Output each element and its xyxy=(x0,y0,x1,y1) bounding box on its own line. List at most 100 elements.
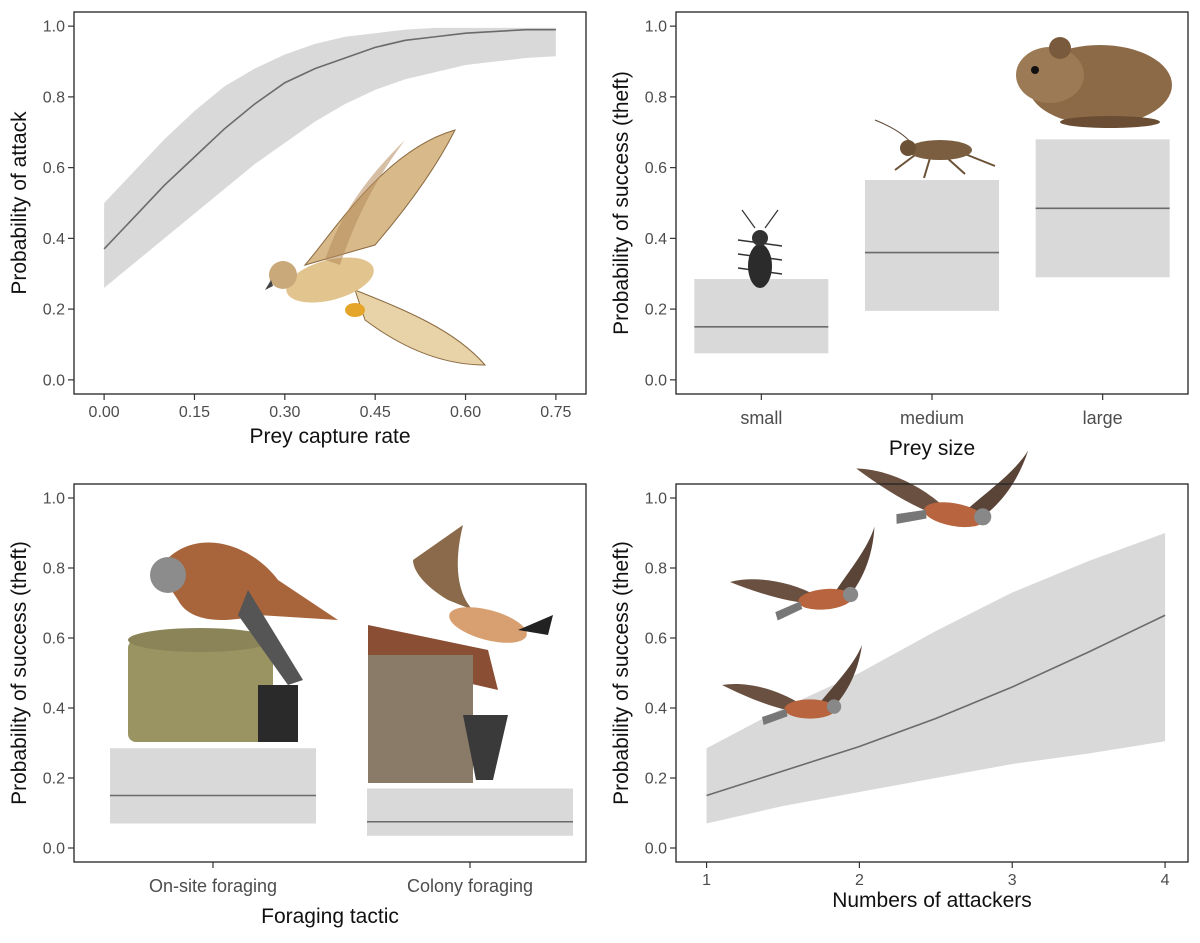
y-tick-label: 0.0 xyxy=(645,841,667,858)
x-tick-label: Colony foraging xyxy=(407,876,533,896)
foot-shape xyxy=(345,303,365,317)
body-shape xyxy=(908,140,972,160)
x-tick-label: medium xyxy=(900,408,964,428)
head-shape xyxy=(842,586,859,603)
tail-shape xyxy=(354,289,487,366)
y-tick-label: 0.8 xyxy=(43,89,65,106)
chart-prey-capture-rate: 0.0 0.2 0.4 0.6 0.8 1.0 Probability of attack P… xyxy=(8,11,587,448)
y-axis-title: Probability of success (theft) xyxy=(610,71,633,335)
x-axis-title: Prey capture rate xyxy=(249,425,410,448)
y-tick-label: 0.8 xyxy=(43,561,65,578)
wing-shape xyxy=(413,525,473,610)
wing-shape xyxy=(303,129,456,266)
ear-shape xyxy=(1049,37,1071,59)
head-shape xyxy=(269,261,297,289)
y-tick-label: 0.6 xyxy=(43,631,65,648)
wing-shape xyxy=(964,450,1029,525)
y-tick-label: 1.0 xyxy=(645,19,667,36)
y-tick-label: 0.0 xyxy=(645,372,667,389)
estimate-box xyxy=(865,180,999,311)
vole-icon xyxy=(1016,37,1172,128)
estimate-box xyxy=(110,748,316,824)
y-tick-label: 0.4 xyxy=(43,701,65,718)
wing-shape xyxy=(722,683,802,713)
y-tick-label: 1.0 xyxy=(43,491,65,508)
estimate-box xyxy=(694,279,829,354)
x-tick-label: large xyxy=(1083,408,1123,428)
y-tick-label: 0.0 xyxy=(43,841,65,858)
beetle-icon xyxy=(737,209,783,288)
tail-shape xyxy=(775,601,803,621)
x-tick-label: 0.30 xyxy=(269,404,300,421)
chart-foraging-tactic: 0.0 0.2 0.4 0.6 0.8 1.0 Probability of success… xyxy=(8,483,587,928)
body-shape xyxy=(286,257,374,303)
x-tick-label: 0.45 xyxy=(360,404,391,421)
x-tick-label: 3 xyxy=(1008,872,1017,889)
y-tick-label: 0.8 xyxy=(645,561,667,578)
antenna-shape xyxy=(741,209,756,229)
fitted-line xyxy=(103,28,556,250)
panel-frame xyxy=(73,483,587,863)
y-tick-label: 0.8 xyxy=(645,89,667,106)
antenna-shape xyxy=(764,209,779,229)
kestrel-flying-icon xyxy=(722,645,862,725)
y-tick-label: 0.0 xyxy=(43,372,65,389)
gutter-shape xyxy=(463,715,508,780)
tail-shape xyxy=(238,590,303,685)
feet-shape xyxy=(1060,116,1160,128)
tail-shape xyxy=(762,709,788,725)
head-shape xyxy=(1016,47,1084,103)
x-axis-title: Foraging tactic xyxy=(261,905,399,928)
head-shape xyxy=(900,140,916,156)
kestrel-hovering-icon xyxy=(265,129,487,366)
wing-shape xyxy=(833,526,875,604)
cricket-icon xyxy=(874,119,996,179)
kestrel-flying-icon xyxy=(856,450,1029,528)
y-axis-title: Probability of success (theft) xyxy=(8,541,31,805)
body-shape xyxy=(449,607,527,643)
x-tick-label: 0.60 xyxy=(450,404,481,421)
post-top-shape xyxy=(128,628,272,652)
y-tick-label: 1.0 xyxy=(43,19,65,36)
y-tick-label: 0.2 xyxy=(43,302,65,319)
y-axis-title: Probability of attack xyxy=(8,111,31,295)
kestrel-on-post-icon xyxy=(128,542,338,742)
x-tick-label: small xyxy=(740,408,782,428)
head-shape xyxy=(974,508,992,526)
x-tick-label: 1 xyxy=(702,872,711,889)
fitted-line xyxy=(706,614,1166,797)
beak-shape xyxy=(265,280,273,290)
x-axis-title: Numbers of attackers xyxy=(832,889,1032,912)
body-shape xyxy=(784,699,836,719)
tail-shape xyxy=(896,509,927,524)
y-tick-label: 0.2 xyxy=(645,771,667,788)
y-tick-label: 0.6 xyxy=(645,631,667,648)
y-tick-label: 0.2 xyxy=(645,302,667,319)
tail-shape xyxy=(518,615,553,635)
estimate-box xyxy=(367,788,573,836)
wing-pattern xyxy=(325,140,405,265)
x-tick-label: On-site foraging xyxy=(149,876,277,896)
y-tick-label: 0.4 xyxy=(43,231,65,248)
x-tick-label: 2 xyxy=(855,872,864,889)
bracket-shape xyxy=(258,685,298,742)
x-axis-title: Prey size xyxy=(889,437,975,460)
y-tick-label: 0.4 xyxy=(645,231,667,248)
y-axis-title: Probability of success (theft) xyxy=(610,541,633,805)
head-shape xyxy=(752,230,768,246)
x-tick-label: 0.00 xyxy=(89,404,120,421)
leg-shape xyxy=(894,151,996,179)
head-shape xyxy=(826,699,842,714)
x-tick-label: 0.75 xyxy=(540,404,571,421)
eye-shape xyxy=(1031,66,1039,74)
wall-shape xyxy=(368,655,473,783)
y-tick-label: 1.0 xyxy=(645,491,667,508)
body-shape xyxy=(924,502,985,528)
head-shape xyxy=(150,557,186,593)
post-shape xyxy=(128,640,273,742)
y-tick-label: 0.6 xyxy=(645,160,667,177)
kestrel-over-roof-icon xyxy=(368,525,553,783)
chart-prey-size: 0.0 0.2 0.4 0.6 0.8 1.0 Probability of success… xyxy=(610,11,1189,460)
panel-frame xyxy=(73,11,587,395)
